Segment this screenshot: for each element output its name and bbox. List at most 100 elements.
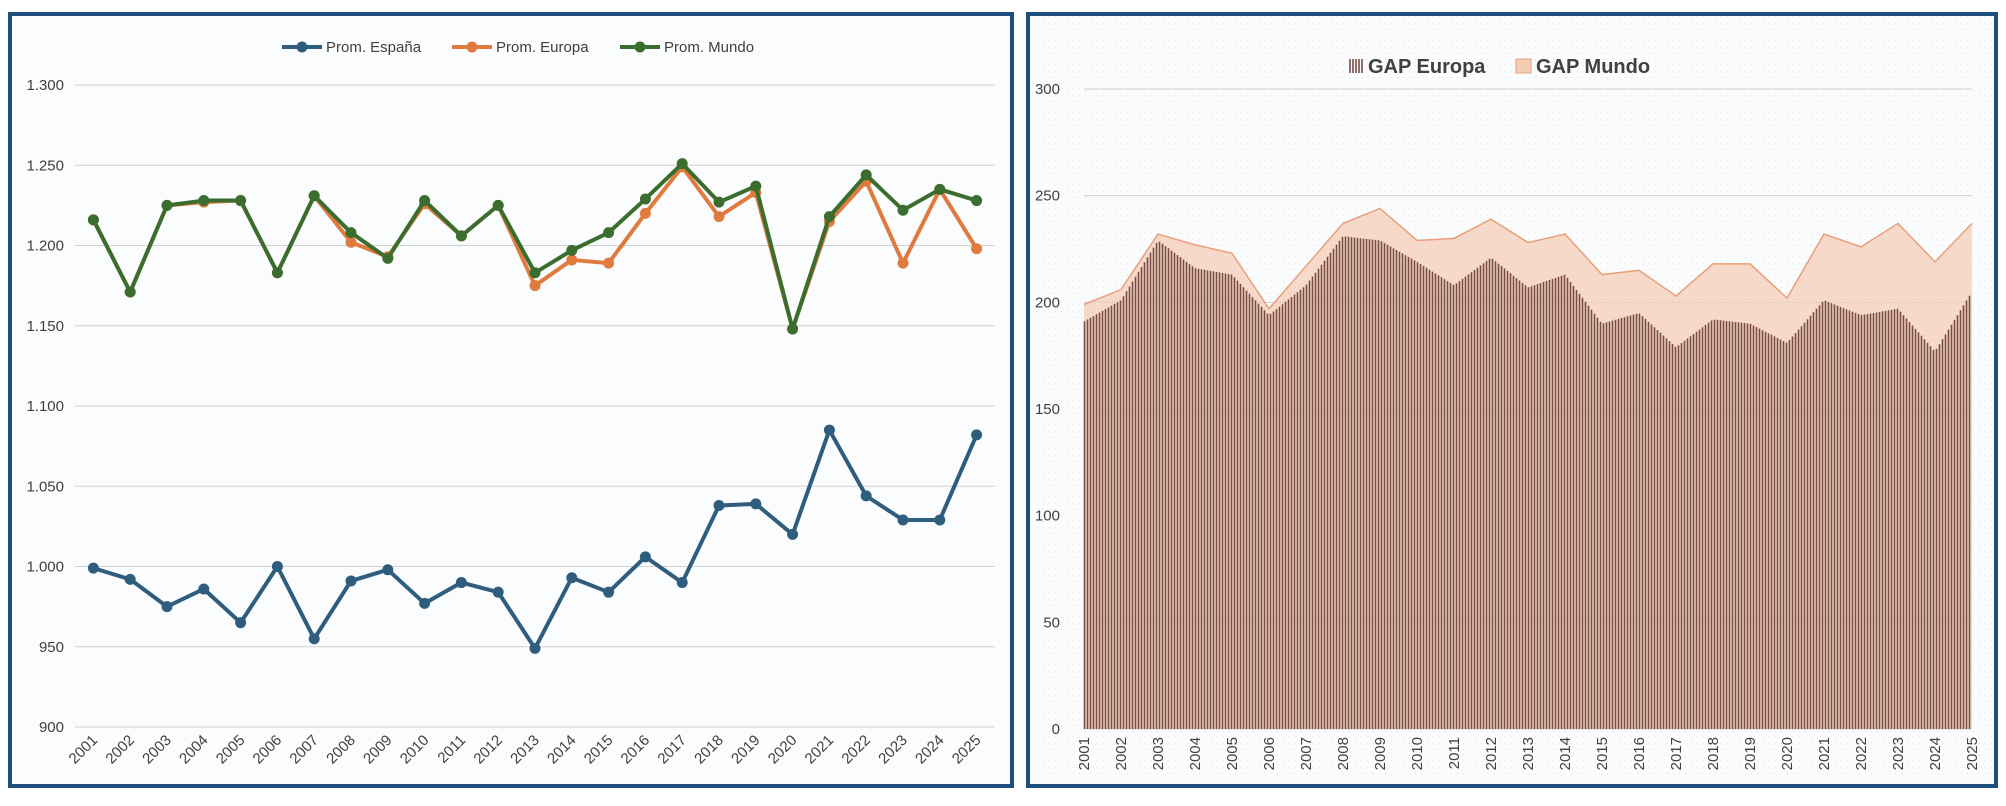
x-tick-label: 2004	[176, 732, 212, 768]
x-tick-label: 2025	[1964, 737, 1981, 770]
point-espana	[455, 577, 467, 589]
x-tick-label: 2014	[544, 732, 580, 768]
x-tick-label: 2019	[1742, 737, 1759, 770]
x-tick-label: 2012	[470, 732, 506, 768]
point-mundo	[934, 183, 946, 195]
y-tick-label: 1.300	[26, 77, 64, 94]
point-europa	[345, 236, 357, 248]
point-mundo	[750, 180, 762, 192]
legend-swatch	[1515, 58, 1532, 74]
point-mundo	[308, 190, 320, 202]
point-europa	[529, 280, 541, 292]
y-tick-label: 300	[1035, 81, 1060, 98]
point-espana	[971, 429, 983, 441]
x-tick-label: 2002	[1113, 737, 1130, 770]
legend-marker	[634, 41, 646, 53]
y-tick-label: 1.100	[26, 398, 64, 415]
point-espana	[787, 528, 799, 540]
point-espana	[713, 500, 725, 512]
y-tick-label: 950	[39, 639, 64, 656]
point-espana	[897, 514, 909, 526]
y-tick-label: 1.150	[26, 318, 64, 335]
legend-label: GAP Europa	[1368, 56, 1486, 78]
x-tick-label: 2021	[1816, 737, 1833, 770]
x-tick-label: 2008	[323, 732, 359, 768]
point-europa	[639, 207, 651, 219]
x-tick-label: 2021	[802, 732, 838, 768]
point-espana	[860, 490, 872, 502]
point-mundo	[492, 199, 504, 211]
point-europa	[603, 257, 615, 269]
x-tick-label: 2022	[1853, 737, 1870, 770]
y-tick-label: 1.200	[26, 238, 64, 255]
point-mundo	[529, 267, 541, 279]
x-tick-label: 2010	[397, 732, 433, 768]
point-mundo	[787, 323, 799, 335]
point-mundo	[161, 199, 173, 211]
x-tick-label: 2012	[1483, 737, 1500, 770]
x-tick-label: 2023	[875, 732, 911, 768]
x-tick-label: 2015	[581, 732, 617, 768]
line-chart: 900 950 1.000 1.050 1.100 1.150 1.200 1.250 1.30…	[26, 39, 995, 768]
point-mundo	[860, 169, 872, 181]
x-tick-label: 2001	[66, 732, 102, 768]
point-mundo	[419, 195, 431, 207]
point-espana	[603, 586, 615, 598]
x-tick-label: 2011	[1446, 737, 1463, 769]
x-tick-label: 2018	[1705, 737, 1722, 770]
x-tick-label: 2019	[728, 732, 764, 768]
point-espana	[308, 633, 320, 645]
y-tick-label: 150	[1035, 401, 1060, 418]
point-espana	[198, 583, 210, 595]
series-line-espana	[92, 428, 979, 651]
x-tick-label: 2005	[213, 732, 249, 768]
x-tick-label: 2007	[1298, 737, 1315, 770]
point-espana	[87, 562, 99, 574]
x-tick-label: 2010	[1409, 737, 1426, 770]
point-espana	[419, 597, 431, 609]
x-tick-label: 2013	[507, 732, 543, 768]
legend-item-gap-mundo: GAP Mundo	[1515, 56, 1650, 78]
point-mundo	[271, 267, 283, 279]
x-tick-label: 2008	[1335, 737, 1352, 770]
point-espana	[161, 601, 173, 613]
point-espana	[823, 424, 835, 436]
legend-label: Prom. Europa	[496, 39, 589, 56]
series-line-europa	[91, 164, 979, 331]
point-europa	[713, 211, 725, 223]
point-mundo	[382, 252, 394, 264]
point-mundo	[639, 193, 651, 205]
point-mundo	[198, 195, 210, 207]
point-espana	[750, 498, 762, 510]
point-espana	[566, 572, 578, 584]
point-espana	[271, 561, 283, 572]
y-tick-label: 900	[39, 719, 64, 736]
point-mundo	[235, 195, 247, 207]
legend-marker	[296, 41, 308, 53]
point-espana	[529, 642, 541, 654]
x-tick-label: 2020	[1779, 737, 1796, 770]
x-tick-label: 2007	[286, 732, 322, 768]
legend-label: GAP Mundo	[1536, 56, 1650, 78]
point-espana	[235, 617, 247, 629]
x-tick-label: 2018	[691, 732, 727, 768]
point-espana	[934, 514, 946, 526]
y-tick-label: 0	[1052, 721, 1060, 738]
x-tick-label: 2017	[654, 732, 690, 768]
point-mundo	[87, 214, 99, 226]
point-mundo	[345, 227, 357, 239]
x-tick-label: 2013	[1520, 737, 1537, 770]
x-tick-label: 2001	[1076, 737, 1093, 770]
point-espana	[492, 586, 504, 598]
x-tick-label: 2023	[1890, 737, 1907, 770]
legend-label: Prom. Mundo	[664, 39, 754, 56]
point-mundo	[823, 211, 835, 223]
x-tick-label: 2022	[838, 732, 874, 768]
x-tick-label: 2016	[618, 732, 654, 768]
x-tick-label: 2016	[1631, 737, 1648, 770]
point-mundo	[971, 195, 983, 207]
x-tick-label: 2006	[250, 732, 286, 768]
point-mundo	[603, 227, 615, 239]
x-tick-label: 2003	[139, 732, 175, 768]
legend-label: Prom. España	[326, 39, 422, 56]
